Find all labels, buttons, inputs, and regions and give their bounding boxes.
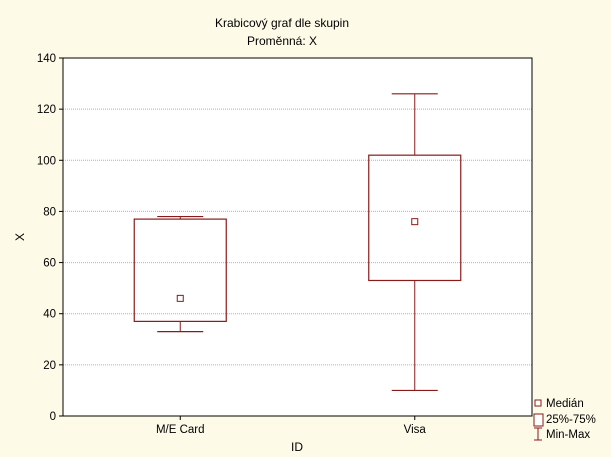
legend-median-label: Medián: [546, 398, 584, 410]
y-axis-label: X: [13, 233, 27, 241]
y-tick-label: 100: [37, 155, 56, 167]
y-tick-label: 0: [50, 411, 56, 423]
median-marker: [411, 218, 419, 226]
box-series: [133, 93, 462, 392]
y-tick-label: 120: [37, 104, 56, 116]
legend-box-icon: [533, 413, 544, 427]
y-tick-label: 60: [43, 258, 56, 270]
grid-lines: [63, 108, 532, 366]
y-tick-label: 80: [43, 206, 56, 218]
y-tick-label: 40: [43, 309, 56, 321]
box-1: [133, 215, 227, 333]
chart-title: Krabicový graf dle skupin: [215, 16, 349, 30]
legend: Medián 25%-75% Min-Max: [533, 398, 596, 441]
plot-frame: [62, 57, 533, 417]
legend-box-label: 25%-75%: [546, 414, 596, 426]
box-2: [368, 93, 462, 392]
x-axis-ticks: M/E Card Visa: [156, 416, 426, 436]
y-axis-ticks: 0 20 40 60 80 100 120 140: [37, 53, 63, 423]
x-tick-label: Visa: [404, 424, 427, 436]
y-tick-label: 140: [37, 53, 56, 65]
median-marker: [176, 294, 184, 302]
legend-whisker-icon: [534, 427, 542, 441]
plot-area: [63, 58, 532, 416]
box-iqr: [133, 218, 227, 322]
box-iqr: [368, 154, 462, 282]
x-axis-label: ID: [291, 440, 303, 454]
legend-whisker-label: Min-Max: [546, 429, 590, 441]
legend-median-icon: [534, 399, 542, 407]
y-tick-label: 20: [43, 360, 56, 372]
x-tick-label: M/E Card: [156, 424, 205, 436]
chart-subtitle: Proměnná: X: [247, 34, 317, 48]
